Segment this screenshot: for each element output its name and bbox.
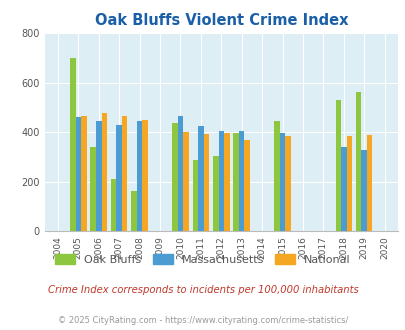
Text: Crime Index corresponds to incidents per 100,000 inhabitants: Crime Index corresponds to incidents per… bbox=[47, 285, 358, 295]
Bar bbox=[90, 147, 96, 231]
Bar bbox=[335, 100, 340, 231]
Bar bbox=[244, 140, 249, 231]
Bar bbox=[192, 160, 198, 231]
Bar bbox=[81, 116, 86, 231]
Bar bbox=[274, 121, 279, 231]
Bar bbox=[116, 125, 121, 231]
Bar bbox=[177, 116, 183, 231]
Bar bbox=[96, 121, 101, 231]
Bar bbox=[122, 116, 127, 231]
Bar bbox=[239, 131, 244, 231]
Bar bbox=[183, 132, 188, 231]
Bar bbox=[285, 136, 290, 231]
Bar bbox=[355, 92, 360, 231]
Bar bbox=[218, 131, 224, 231]
Bar bbox=[131, 191, 136, 231]
Bar bbox=[366, 135, 371, 231]
Text: © 2025 CityRating.com - https://www.cityrating.com/crime-statistics/: © 2025 CityRating.com - https://www.city… bbox=[58, 315, 347, 325]
Bar bbox=[346, 136, 351, 231]
Bar bbox=[70, 58, 75, 231]
Bar bbox=[136, 121, 142, 231]
Bar bbox=[360, 150, 366, 231]
Title: Oak Bluffs Violent Crime Index: Oak Bluffs Violent Crime Index bbox=[94, 13, 347, 28]
Legend: Oak Bluffs, Massachusetts, National: Oak Bluffs, Massachusetts, National bbox=[51, 250, 354, 269]
Bar bbox=[203, 135, 209, 231]
Bar bbox=[224, 133, 229, 231]
Bar bbox=[172, 123, 177, 231]
Bar bbox=[198, 126, 203, 231]
Bar bbox=[213, 155, 218, 231]
Bar bbox=[75, 117, 81, 231]
Bar bbox=[233, 133, 239, 231]
Bar bbox=[142, 120, 147, 231]
Bar bbox=[111, 179, 116, 231]
Bar bbox=[101, 114, 107, 231]
Bar bbox=[340, 148, 346, 231]
Bar bbox=[279, 133, 285, 231]
